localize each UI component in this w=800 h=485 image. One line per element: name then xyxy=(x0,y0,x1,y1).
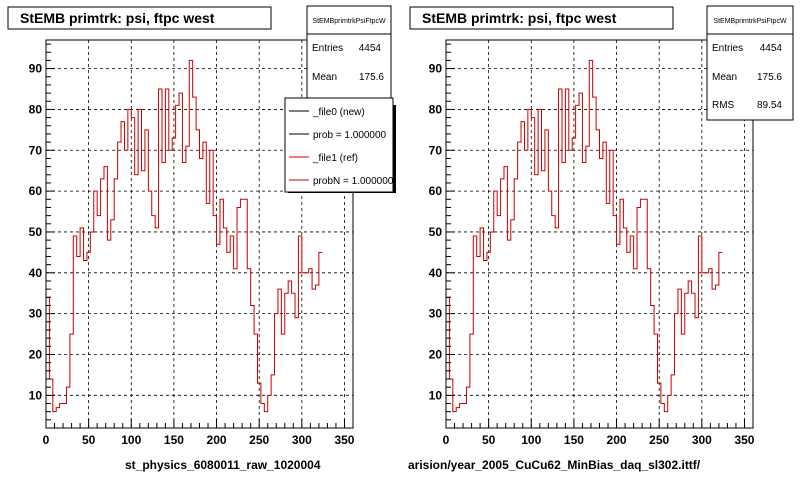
legend-entry-new: _file0 (new) xyxy=(312,107,365,118)
right-y-tick-label: 70 xyxy=(429,143,443,157)
left-y-tick-label: 20 xyxy=(29,347,43,361)
left-histogram-series xyxy=(46,59,323,413)
right-x-tick-label: 350 xyxy=(734,433,754,447)
left-x-tick-label: 350 xyxy=(334,433,354,447)
left-stats-box: StEMBprimtrkPsiFtpcW Entries 4454 Mean 1… xyxy=(306,5,392,101)
left-x-tick-label: 50 xyxy=(82,433,96,447)
right-pad: 0 50 100 150 200 250 300 350102030405060708090 … xyxy=(408,5,794,472)
left-y-tick-label: 80 xyxy=(29,102,43,116)
left-title-box xyxy=(7,6,272,30)
left-x-tick-label: 100 xyxy=(121,433,141,447)
right-x-tick-label: 250 xyxy=(649,433,669,447)
left-y-tick-label: 10 xyxy=(29,388,43,402)
left-y-tick-label: 50 xyxy=(29,225,43,239)
legend-entry-prob: prob = 1.000000 xyxy=(313,130,387,141)
right-histogram-series xyxy=(446,59,723,413)
right-x-tick-label: 0 xyxy=(443,433,450,447)
left-y-tick-label: 90 xyxy=(29,62,43,76)
right-mean-label: Mean xyxy=(712,72,737,83)
right-y-tick-label: 80 xyxy=(429,102,443,116)
right-x-tick-label: 200 xyxy=(607,433,627,447)
left-y-tick-label: 40 xyxy=(29,266,43,280)
left-legend: _file0 (new) prob = 1.000000 _file1 (ref… xyxy=(284,97,396,193)
right-rms-value: 89.54 xyxy=(757,100,782,111)
left-y-tick-label: 30 xyxy=(29,307,43,321)
right-stats-box: StEMBprimtrkPsiFtpcW Entries 4454 Mean 1… xyxy=(706,5,794,121)
right-y-tick-label: 10 xyxy=(429,388,443,402)
left-x-tick-label: 200 xyxy=(207,433,227,447)
left-y-tick-label: 70 xyxy=(29,143,43,157)
left-mean-value: 175.6 xyxy=(359,72,384,83)
left-axis-ticks: 0 50 100 150 200 250 300 350 10 20 30 40 50 60 70 80 90 xyxy=(29,43,355,447)
right-histogram xyxy=(446,59,723,413)
right-footer: arision/year_2005_CuCu62_MinBias_daq_sl3… xyxy=(408,458,701,472)
right-x-tick-label: 150 xyxy=(564,433,584,447)
left-pad: 0 50 100 150 200 250 300 350102030405060708090 … xyxy=(7,5,396,472)
right-y-tick-label: 60 xyxy=(429,184,443,198)
left-title: StEMB primtrk: psi, ftpc west xyxy=(20,10,215,26)
left-x-tick-label: 150 xyxy=(164,433,184,447)
right-x-tick-label: 50 xyxy=(482,433,496,447)
right-axis-ticks: 0 50 100 150 200 250 300 350 10 20 30 40 50 60 70 80 90 xyxy=(429,43,755,447)
left-entries-label: Entries xyxy=(312,43,343,54)
right-entries-label: Entries xyxy=(712,43,743,54)
left-stats-name: StEMBprimtrkPsiFtpcW xyxy=(312,18,386,25)
right-y-tick-label: 30 xyxy=(429,307,443,321)
right-y-tick-label: 90 xyxy=(429,62,443,76)
left-x-tick-label: 0 xyxy=(43,433,50,447)
right-y-tick-label: 40 xyxy=(429,266,443,280)
left-x-tick-label: 300 xyxy=(292,433,312,447)
left-footer: st_physics_6080011_raw_1020004 xyxy=(125,458,321,472)
right-x-tick-label: 300 xyxy=(692,433,712,447)
left-y-tick-label: 60 xyxy=(29,184,43,198)
legend-entry-probn: probN = 1.000000 xyxy=(313,176,394,187)
left-mean-label: Mean xyxy=(312,72,337,83)
right-stats-name: StEMBprimtrkPsiFtpcW xyxy=(713,18,787,25)
legend-entry-ref: _file1 (ref) xyxy=(312,153,358,164)
right-entries-value: 4454 xyxy=(760,43,783,54)
right-title-box xyxy=(409,6,674,30)
right-mean-value: 175.6 xyxy=(757,72,782,83)
right-rms-label: RMS xyxy=(712,100,735,111)
right-y-tick-label: 20 xyxy=(429,347,443,361)
left-histogram xyxy=(46,59,323,413)
left-x-tick-label: 250 xyxy=(249,433,269,447)
right-y-tick-label: 50 xyxy=(429,225,443,239)
right-x-tick-label: 100 xyxy=(521,433,541,447)
right-title: StEMB primtrk: psi, ftpc west xyxy=(422,10,617,26)
left-entries-value: 4454 xyxy=(359,43,382,54)
